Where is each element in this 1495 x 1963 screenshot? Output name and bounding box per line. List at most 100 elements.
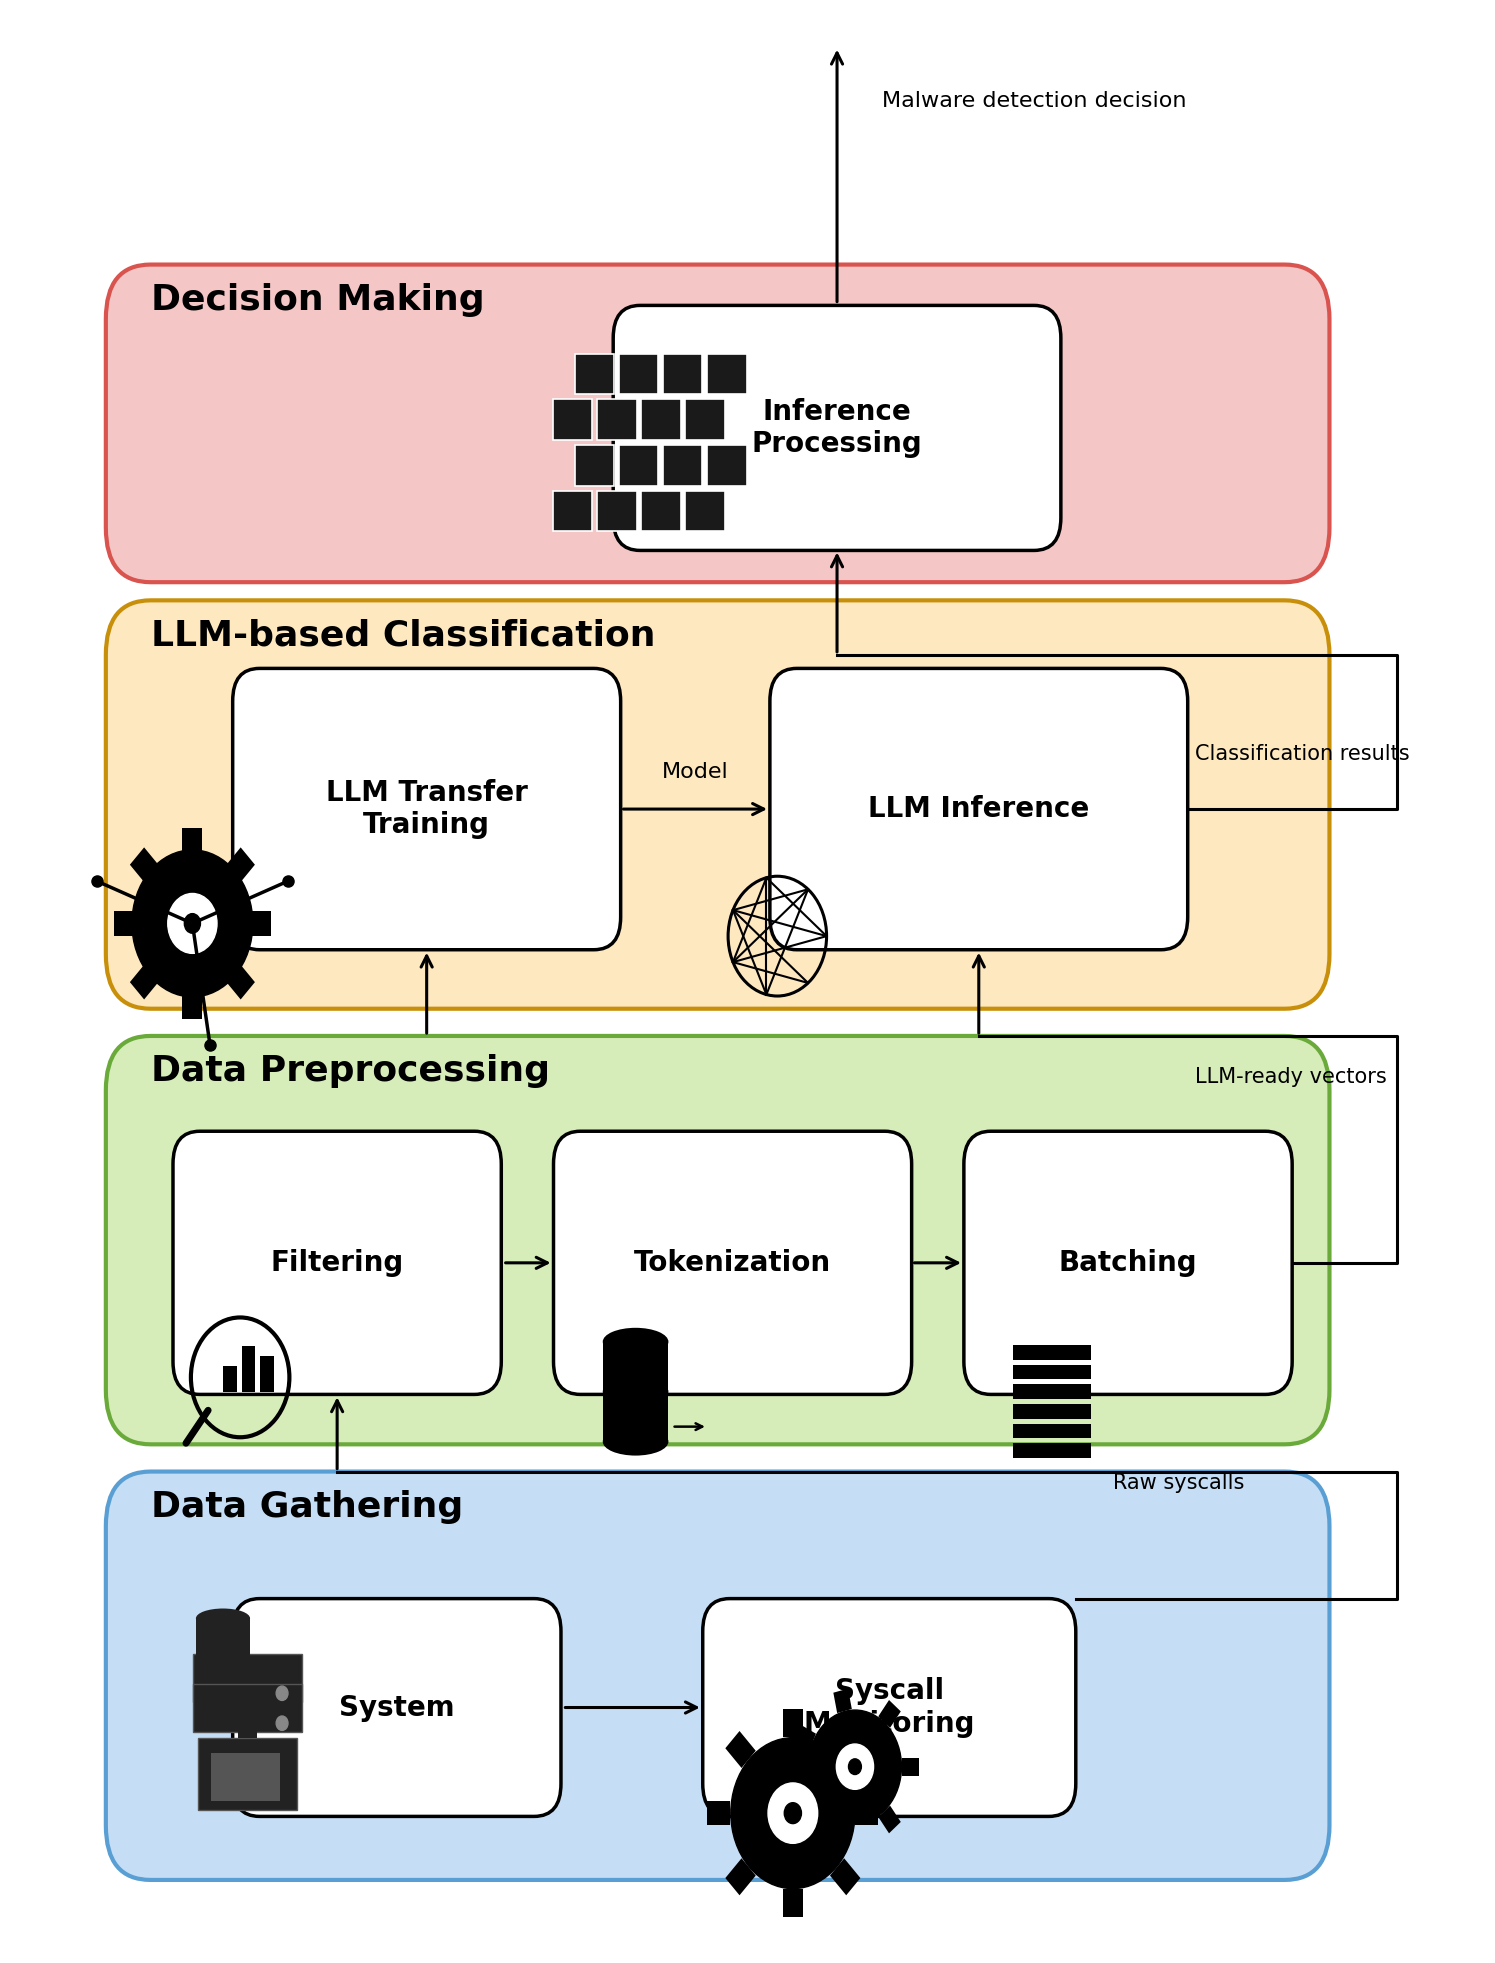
Bar xyxy=(211,1753,280,1802)
FancyBboxPatch shape xyxy=(173,1131,501,1394)
Text: Tokenization: Tokenization xyxy=(634,1248,831,1276)
Bar xyxy=(260,1356,274,1392)
Ellipse shape xyxy=(196,1645,250,1665)
Circle shape xyxy=(184,913,200,932)
FancyBboxPatch shape xyxy=(703,1598,1076,1816)
FancyBboxPatch shape xyxy=(106,601,1329,1009)
Text: System: System xyxy=(339,1694,454,1722)
Ellipse shape xyxy=(602,1327,668,1356)
Bar xyxy=(193,1655,302,1702)
Bar xyxy=(553,400,592,440)
Text: LLM Transfer
Training: LLM Transfer Training xyxy=(326,779,528,840)
Text: Classification results: Classification results xyxy=(1195,744,1410,764)
Bar xyxy=(707,1800,731,1826)
Text: Batching: Batching xyxy=(1058,1248,1197,1276)
Bar xyxy=(662,446,703,485)
Bar xyxy=(182,991,202,1019)
Bar xyxy=(619,446,658,485)
Ellipse shape xyxy=(602,1427,668,1457)
Circle shape xyxy=(132,850,253,997)
Bar xyxy=(130,848,160,883)
Bar xyxy=(878,1700,901,1727)
Bar xyxy=(794,1725,816,1751)
Bar xyxy=(783,1710,803,1737)
Bar xyxy=(1014,1364,1091,1380)
Bar xyxy=(707,446,746,485)
FancyBboxPatch shape xyxy=(964,1131,1292,1394)
Bar xyxy=(707,353,746,395)
Circle shape xyxy=(277,1686,289,1700)
Bar xyxy=(224,964,256,999)
Bar xyxy=(248,911,271,936)
FancyBboxPatch shape xyxy=(613,306,1061,550)
Bar xyxy=(238,1725,257,1737)
Circle shape xyxy=(731,1737,855,1888)
Text: LLM Inference: LLM Inference xyxy=(869,795,1090,822)
Bar xyxy=(223,1366,236,1392)
FancyBboxPatch shape xyxy=(233,669,620,950)
Text: Model: Model xyxy=(662,762,728,781)
Bar xyxy=(1014,1384,1091,1400)
Bar xyxy=(199,1737,298,1810)
Bar xyxy=(794,1782,816,1808)
Bar xyxy=(1014,1345,1091,1360)
Bar xyxy=(833,1688,852,1714)
Text: LLM-based Classification: LLM-based Classification xyxy=(151,618,655,652)
Bar xyxy=(1014,1404,1091,1419)
Text: Inference
Processing: Inference Processing xyxy=(752,398,922,457)
Bar xyxy=(725,1731,755,1769)
Bar xyxy=(878,1806,901,1833)
FancyBboxPatch shape xyxy=(553,1131,912,1394)
Bar xyxy=(641,491,680,532)
Bar xyxy=(114,911,136,936)
Bar xyxy=(553,491,592,532)
Text: LLM-ready vectors: LLM-ready vectors xyxy=(1195,1066,1387,1088)
Circle shape xyxy=(836,1743,873,1790)
Bar xyxy=(130,964,160,999)
Bar xyxy=(574,446,614,485)
Text: Decision Making: Decision Making xyxy=(151,283,484,316)
Bar xyxy=(830,1859,861,1896)
Bar xyxy=(597,400,637,440)
Bar xyxy=(574,353,614,395)
Bar xyxy=(783,1888,803,1918)
Bar xyxy=(224,848,256,883)
Bar xyxy=(193,1684,302,1731)
Bar xyxy=(685,400,725,440)
Text: Raw syscalls: Raw syscalls xyxy=(1114,1474,1244,1494)
Bar xyxy=(597,491,637,532)
Bar xyxy=(602,1343,668,1441)
Circle shape xyxy=(849,1759,861,1775)
Ellipse shape xyxy=(196,1608,250,1627)
FancyBboxPatch shape xyxy=(106,265,1329,583)
Circle shape xyxy=(277,1716,289,1731)
Bar xyxy=(641,400,680,440)
Bar xyxy=(662,353,703,395)
Circle shape xyxy=(167,893,217,954)
Bar xyxy=(855,1800,879,1826)
Text: Syscall
Monitoring: Syscall Monitoring xyxy=(803,1676,975,1737)
Bar xyxy=(182,828,202,856)
Bar xyxy=(685,491,725,532)
Text: Data Preprocessing: Data Preprocessing xyxy=(151,1054,550,1088)
Bar xyxy=(901,1757,919,1777)
Bar xyxy=(725,1859,755,1896)
Bar xyxy=(833,1820,852,1845)
Bar xyxy=(619,353,658,395)
Circle shape xyxy=(785,1802,801,1824)
FancyBboxPatch shape xyxy=(106,1036,1329,1445)
Circle shape xyxy=(809,1710,901,1824)
Bar xyxy=(830,1731,861,1769)
FancyBboxPatch shape xyxy=(233,1598,561,1816)
FancyBboxPatch shape xyxy=(770,669,1187,950)
Text: Filtering: Filtering xyxy=(271,1248,404,1276)
Text: Data Gathering: Data Gathering xyxy=(151,1490,463,1523)
Ellipse shape xyxy=(602,1378,668,1406)
FancyBboxPatch shape xyxy=(106,1472,1329,1881)
Bar xyxy=(196,1618,250,1655)
Bar xyxy=(1014,1443,1091,1459)
Circle shape xyxy=(768,1782,818,1843)
Bar xyxy=(242,1347,256,1392)
Bar xyxy=(1014,1423,1091,1439)
Text: Malware detection decision: Malware detection decision xyxy=(882,90,1187,112)
